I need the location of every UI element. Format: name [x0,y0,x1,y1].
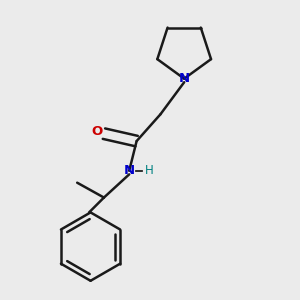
Text: H: H [145,164,154,177]
Text: N: N [178,72,190,85]
Text: O: O [92,125,103,138]
Text: N: N [124,164,135,177]
